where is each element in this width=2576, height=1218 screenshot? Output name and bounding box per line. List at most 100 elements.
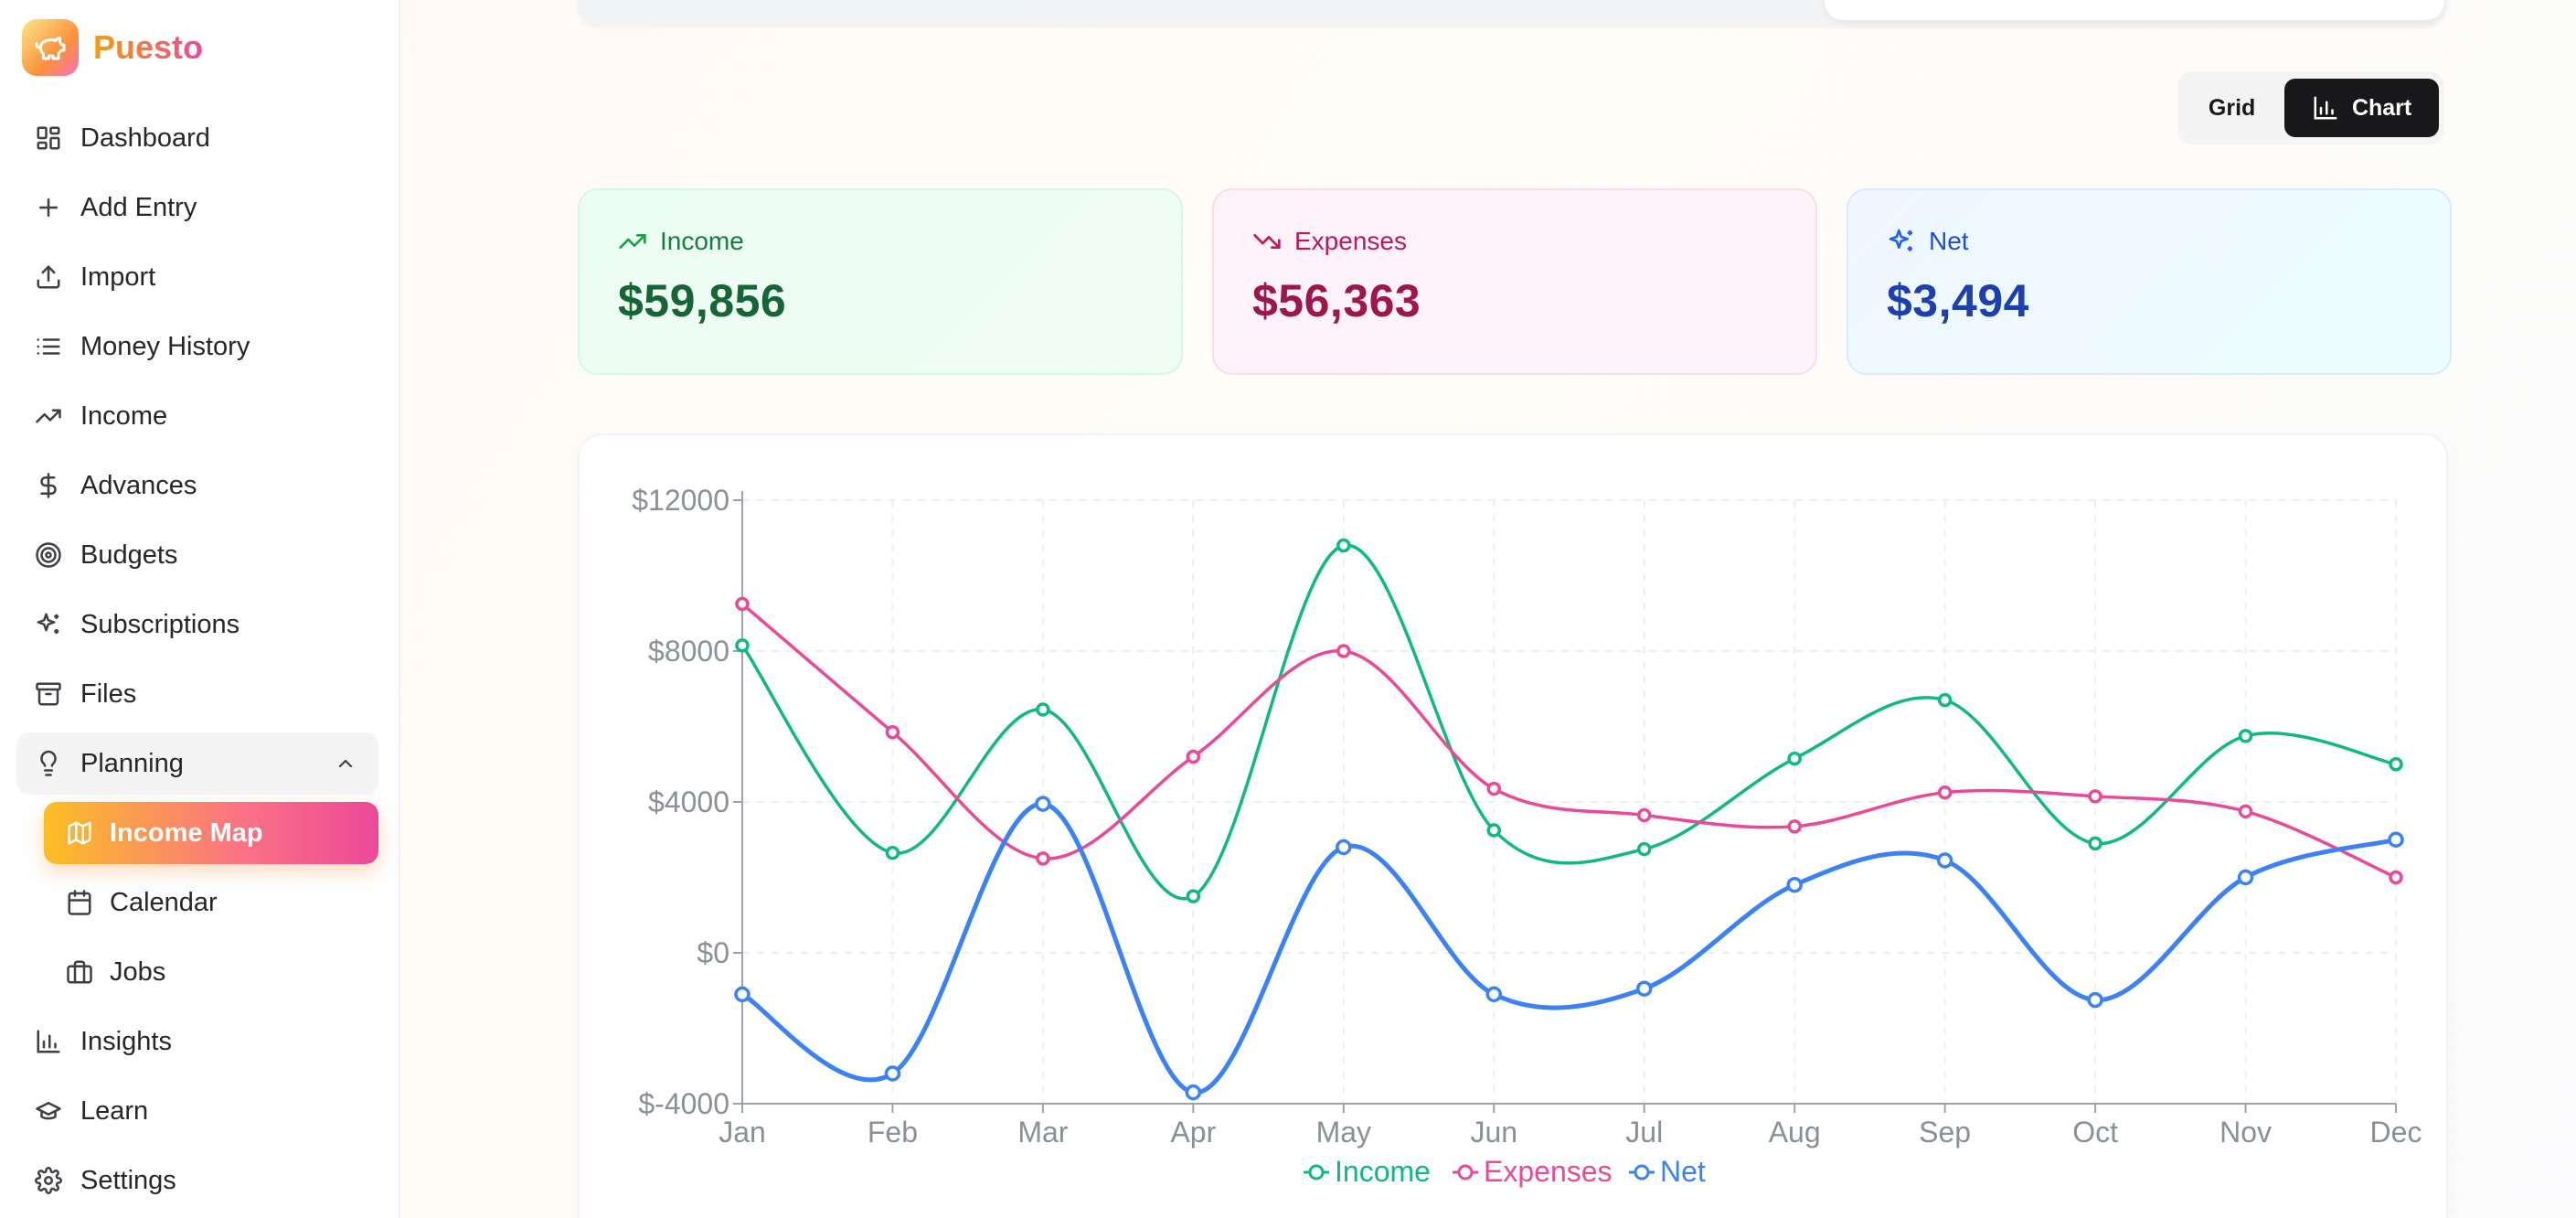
sidebar-item-jobs[interactable]: Jobs — [44, 941, 378, 1003]
data-point-income — [1486, 823, 1502, 838]
upload-icon — [37, 265, 60, 289]
lightbulb-icon — [40, 750, 57, 776]
data-point-income — [1336, 538, 1351, 553]
list-icon — [37, 338, 60, 355]
data-point-net — [1786, 877, 1803, 893]
sidebar: Puesto Dashboard Add Entry Import Money … — [0, 0, 400, 1218]
y-tick-label: $0 — [697, 936, 729, 969]
chart-view-button[interactable]: Chart — [2284, 79, 2439, 137]
sidebar-item-files[interactable]: Files — [16, 663, 378, 725]
data-point-expenses — [885, 724, 900, 740]
data-point-expenses — [2389, 870, 2403, 885]
data-point-income — [1186, 889, 1201, 903]
net-card-label: Net — [1929, 227, 1969, 255]
data-point-income — [885, 845, 900, 860]
legend-label-net: Net — [1660, 1155, 1706, 1188]
data-point-net — [1035, 796, 1051, 812]
legend-swatch-marker — [1308, 1164, 1325, 1181]
series-line-expenses — [740, 603, 2397, 880]
chevron-up-icon[interactable] — [335, 753, 357, 775]
data-point-expenses — [1186, 749, 1201, 764]
dollar-icon — [40, 473, 57, 498]
grid-view-label: Grid — [2208, 94, 2256, 121]
data-point-net — [2237, 869, 2254, 886]
x-tick-label: Sep — [1919, 1116, 1971, 1149]
data-point-income — [1636, 841, 1652, 857]
data-point-income — [2088, 836, 2102, 851]
sidebar-item-label: Files — [80, 678, 137, 709]
data-point-net — [1185, 1084, 1202, 1101]
legend-label-income: Income — [1335, 1155, 1431, 1188]
x-tick-label: Oct — [2072, 1116, 2118, 1149]
briefcase-icon — [67, 960, 92, 984]
sidebar-item-income-map[interactable]: Income Map — [44, 802, 378, 864]
sidebar-item-label: Money History — [80, 331, 250, 361]
sidebar-item-money-history[interactable]: Money History — [16, 315, 378, 378]
legend-label-expenses: Expenses — [1484, 1155, 1613, 1188]
net-summary-card: Net $3,494 — [1847, 188, 2452, 375]
data-point-net — [2087, 991, 2103, 1009]
brand[interactable]: Puesto — [22, 18, 203, 77]
sidebar-item-income[interactable]: Income — [16, 385, 378, 447]
x-tick-label: Feb — [868, 1116, 918, 1149]
sidebar-item-subscriptions[interactable]: Subscriptions — [16, 593, 378, 656]
data-point-net — [884, 1065, 901, 1082]
sidebar-item-label: Advances — [80, 470, 197, 500]
filter-control[interactable] — [1825, 0, 2444, 20]
trending-up-icon — [619, 233, 646, 249]
data-point-net — [1336, 839, 1352, 856]
data-point-income — [735, 638, 750, 653]
income-summary-card: Income $59,856 — [578, 188, 1183, 375]
data-point-income — [2238, 729, 2253, 743]
sidebar-item-add-entry[interactable]: Add Entry — [16, 176, 378, 239]
x-tick-label: Nov — [2219, 1116, 2272, 1149]
x-tick-label: Dec — [2370, 1116, 2422, 1149]
sidebar-item-label: Insights — [80, 1026, 172, 1056]
data-point-income — [1036, 702, 1050, 717]
sidebar-item-import[interactable]: Import — [16, 246, 378, 308]
x-tick-label: Mar — [1017, 1116, 1068, 1149]
data-point-expenses — [1036, 851, 1050, 866]
sidebar-item-planning[interactable]: Planning — [16, 732, 378, 795]
x-tick-label: May — [1316, 1116, 1371, 1149]
chart-view-label: Chart — [2351, 94, 2412, 121]
graduation-cap-icon — [36, 1102, 61, 1120]
sidebar-item-label: Import — [80, 262, 156, 292]
series-line-income — [740, 543, 2397, 901]
sidebar-item-insights[interactable]: Insights — [16, 1010, 378, 1073]
series-line-net — [740, 801, 2397, 1095]
sidebar-item-settings[interactable]: Settings — [16, 1149, 378, 1212]
x-tick-label: Apr — [1170, 1116, 1216, 1149]
data-point-expenses — [1336, 644, 1351, 658]
sparkles-icon — [1889, 229, 1912, 251]
expenses-total: $56,363 — [1252, 275, 1421, 326]
calendar-icon — [68, 890, 91, 915]
y-tick-label: $4000 — [648, 785, 729, 818]
data-point-net — [734, 986, 750, 1003]
x-tick-label: Jul — [1625, 1116, 1663, 1149]
sidebar-item-label: Calendar — [110, 887, 218, 917]
legend-swatch-marker — [1457, 1164, 1474, 1181]
trending-down-icon — [1253, 233, 1281, 249]
data-point-net — [1485, 986, 1503, 1003]
sidebar-item-learn[interactable]: Learn — [16, 1080, 378, 1142]
grid-view-button[interactable]: Grid — [2183, 79, 2281, 137]
sidebar-item-budgets[interactable]: Budgets — [16, 524, 378, 586]
data-point-expenses — [1937, 785, 1953, 800]
data-point-net — [1936, 852, 1953, 869]
data-point-net — [2388, 831, 2404, 848]
expenses-summary-card: Expenses $56,363 — [1212, 188, 1817, 375]
y-tick-label: $12000 — [632, 484, 729, 517]
data-point-expenses — [2238, 804, 2253, 819]
bar-chart-icon — [37, 1030, 60, 1053]
sidebar-item-advances[interactable]: Advances — [16, 454, 378, 517]
trending-up-icon — [36, 409, 61, 423]
data-point-income — [2389, 757, 2403, 772]
sidebar-item-dashboard[interactable]: Dashboard — [16, 107, 378, 169]
sidebar-item-calendar[interactable]: Calendar — [44, 871, 378, 934]
sidebar-item-label: Income — [80, 401, 168, 431]
data-point-expenses — [1486, 781, 1502, 796]
data-point-income — [1937, 692, 1953, 708]
income-total: $59,856 — [618, 275, 787, 326]
